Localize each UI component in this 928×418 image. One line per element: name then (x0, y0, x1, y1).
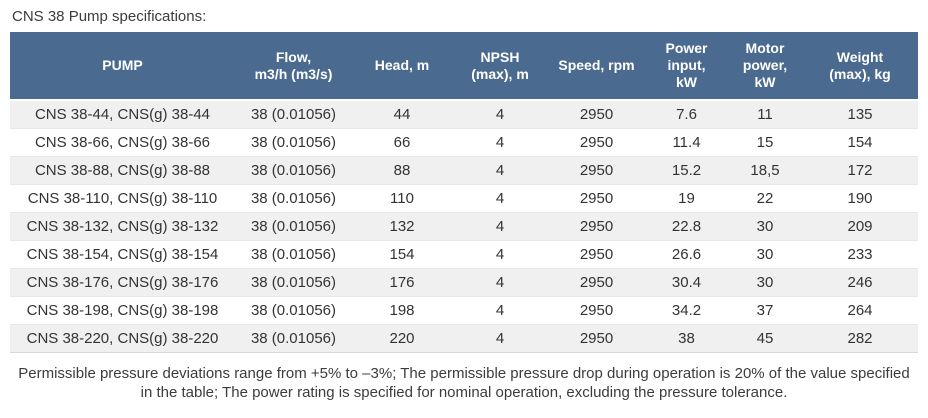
cell-pump: CNS 38-154, CNS(g) 38-154 (10, 240, 235, 269)
col-header-weight: Weight (max), kg (802, 32, 918, 101)
cell-npsh: 4 (452, 240, 548, 269)
col-header-speed: Speed, rpm (548, 32, 645, 101)
cell-weight: 209 (802, 212, 918, 241)
cell-pump: CNS 38-110, CNS(g) 38-110 (10, 184, 235, 213)
cell-motor-power: 18,5 (728, 156, 802, 185)
cell-speed: 2950 (548, 156, 645, 185)
cell-motor-power: 11 (757, 106, 773, 123)
table-row: CNS 38-66, CNS(g) 38-66 38 (0.01056) 66 … (10, 128, 918, 157)
cell-weight: 282 (802, 324, 918, 353)
cell-weight: 190 (802, 184, 918, 213)
cell-head: 154 (352, 240, 452, 269)
cell-power-input: 34.2 (645, 296, 728, 325)
cell-motor-power: 30 (728, 240, 802, 269)
cell-speed: 2950 (579, 106, 614, 123)
table-header-row: PUMP Flow, m3/h (m3/s) Head, m NPSH (max… (10, 32, 918, 101)
cell-flow: 38 (0.01056) (235, 240, 352, 269)
cell-npsh: 4 (452, 212, 548, 241)
cell-power-input: 19 (645, 184, 728, 213)
cell-motor-power: 15 (728, 128, 802, 157)
table-row: CNS 38-198, CNS(g) 38-198 38 (0.01056) 1… (10, 296, 918, 325)
cell-pump: CNS 38-132, CNS(g) 38-132 (10, 212, 235, 241)
col-header-pump: PUMP (10, 32, 235, 101)
cell-power-input: 30.4 (645, 268, 728, 297)
cell-weight: 172 (802, 156, 918, 185)
cell-speed: 2950 (548, 324, 645, 353)
cell-npsh: 4 (452, 128, 548, 157)
cell-flow: 38 (0.01056) (235, 212, 352, 241)
cell-pump: CNS 38-220, CNS(g) 38-220 (10, 324, 235, 353)
cell-npsh: 4 (452, 156, 548, 185)
table-row: CNS 38-132, CNS(g) 38-132 38 (0.01056) 1… (10, 212, 918, 241)
cell-flow: 38 (0.01056) (235, 184, 352, 213)
cell-speed: 2950 (548, 240, 645, 269)
cell-head: 110 (352, 184, 452, 213)
cell-flow: 38 (0.01056) (235, 268, 352, 297)
cell-head: 66 (352, 128, 452, 157)
cell-motor-power: 22 (728, 184, 802, 213)
cell-head: 88 (352, 156, 452, 185)
cell-weight: 233 (802, 240, 918, 269)
cell-weight: 135 (847, 106, 873, 123)
cell-motor-power: 30 (728, 268, 802, 297)
cell-power-input: 26.6 (645, 240, 728, 269)
cell-head: 198 (352, 296, 452, 325)
col-header-head: Head, m (352, 32, 452, 101)
table-row: CNS 38-220, CNS(g) 38-220 38 (0.01056) 2… (10, 324, 918, 353)
cell-npsh: 4 (452, 184, 548, 213)
cell-flow: 38 (0.01056) (235, 324, 352, 353)
table-row: CNS 38-88, CNS(g) 38-88 38 (0.01056) 88 … (10, 156, 918, 185)
table-header: PUMP Flow, m3/h (m3/s) Head, m NPSH (max… (10, 32, 918, 101)
footnote: Permissible pressure deviations range fr… (18, 365, 910, 401)
cell-head: 220 (352, 324, 452, 353)
cell-flow: 38 (0.01056) (250, 106, 337, 123)
cell-npsh: 4 (452, 324, 548, 353)
cell-flow: 38 (0.01056) (235, 296, 352, 325)
cell-weight: 154 (802, 128, 918, 157)
cell-pump: CNS 38-44, CNS(g) 38-44 (34, 106, 211, 123)
table-row: CNS 38-44, CNS(g) 38-44 38 (0.01056) 44 … (10, 100, 918, 129)
cell-flow: 38 (0.01056) (235, 156, 352, 185)
cell-pump: CNS 38-88, CNS(g) 38-88 (10, 156, 235, 185)
cell-head: 44 (393, 106, 411, 123)
cell-power-input: 22.8 (645, 212, 728, 241)
table-row: CNS 38-110, CNS(g) 38-110 38 (0.01056) 1… (10, 184, 918, 213)
col-header-motor-power: Motor power, kW (728, 32, 802, 101)
cell-npsh: 4 (452, 296, 548, 325)
cell-power-input: 15.2 (645, 156, 728, 185)
cell-power-input: 7.6 (676, 106, 697, 123)
cell-weight: 264 (802, 296, 918, 325)
page-title: CNS 38 Pump specifications: (12, 8, 207, 25)
cell-speed: 2950 (548, 128, 645, 157)
cell-pump: CNS 38-66, CNS(g) 38-66 (10, 128, 235, 157)
table-row: CNS 38-154, CNS(g) 38-154 38 (0.01056) 1… (10, 240, 918, 269)
cell-speed: 2950 (548, 268, 645, 297)
cell-weight: 246 (802, 268, 918, 297)
cell-power-input: 38 (645, 324, 728, 353)
col-header-power-input: Power input, kW (645, 32, 728, 101)
cell-pump: CNS 38-198, CNS(g) 38-198 (10, 296, 235, 325)
table-row: CNS 38-176, CNS(g) 38-176 38 (0.01056) 1… (10, 268, 918, 297)
cell-npsh: 4 (452, 268, 548, 297)
cell-pump: CNS 38-176, CNS(g) 38-176 (10, 268, 235, 297)
cell-speed: 2950 (548, 296, 645, 325)
cell-motor-power: 30 (728, 212, 802, 241)
cell-power-input: 11.4 (645, 128, 728, 157)
cell-npsh: 4 (495, 106, 505, 123)
cell-motor-power: 37 (728, 296, 802, 325)
col-header-flow: Flow, m3/h (m3/s) (235, 32, 352, 101)
cell-motor-power: 45 (728, 324, 802, 353)
col-header-npsh: NPSH (max), m (452, 32, 548, 101)
cell-speed: 2950 (548, 184, 645, 213)
cell-speed: 2950 (548, 212, 645, 241)
table-body: CNS 38-44, CNS(g) 38-44 38 (0.01056) 44 … (10, 100, 918, 353)
pump-spec-table: PUMP Flow, m3/h (m3/s) Head, m NPSH (max… (10, 32, 918, 353)
cell-flow: 38 (0.01056) (235, 128, 352, 157)
cell-head: 132 (352, 212, 452, 241)
cell-head: 176 (352, 268, 452, 297)
